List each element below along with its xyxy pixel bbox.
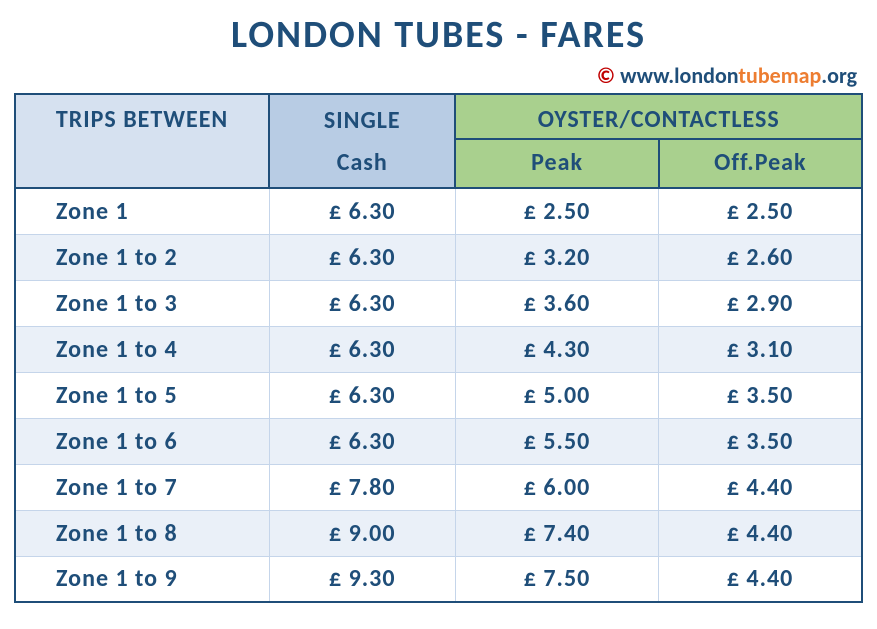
cell-cash: £ 9.30 xyxy=(269,556,455,602)
th-trips-spacer xyxy=(15,139,269,188)
cell-offpeak: £ 2.50 xyxy=(659,188,862,234)
table-row: Zone 1 to 9£ 9.30£ 7.50£ 4.40 xyxy=(15,556,862,602)
cell-offpeak: £ 3.10 xyxy=(659,326,862,372)
th-offpeak: Off.Peak xyxy=(659,139,862,188)
cell-cash: £ 9.00 xyxy=(269,510,455,556)
cell-offpeak: £ 4.40 xyxy=(659,556,862,602)
copyright-domain-2: tubemap xyxy=(738,62,821,89)
copyright-domain-1: www.london xyxy=(620,62,738,89)
copyright-line: © www.londontubemap.org xyxy=(14,62,863,89)
table-row: Zone 1 to 6£ 6.30£ 5.50£ 3.50 xyxy=(15,418,862,464)
th-cash: Cash xyxy=(269,139,455,188)
table-row: Zone 1 to 8£ 9.00£ 7.40£ 4.40 xyxy=(15,510,862,556)
cell-zone: Zone 1 to 3 xyxy=(15,280,269,326)
copyright-symbol: © xyxy=(597,62,620,89)
fares-table: TRIPS BETWEEN SINGLE OYSTER/CONTACTLESS … xyxy=(14,93,863,603)
th-oyster-contactless: OYSTER/CONTACTLESS xyxy=(455,94,862,139)
cell-zone: Zone 1 to 2 xyxy=(15,234,269,280)
cell-peak: £ 3.20 xyxy=(455,234,658,280)
table-row: Zone 1 to 5£ 6.30£ 5.00£ 3.50 xyxy=(15,372,862,418)
table-row: Zone 1£ 6.30£ 2.50£ 2.50 xyxy=(15,188,862,234)
cell-zone: Zone 1 to 9 xyxy=(15,556,269,602)
cell-cash: £ 6.30 xyxy=(269,280,455,326)
table-row: Zone 1 to 3£ 6.30£ 3.60£ 2.90 xyxy=(15,280,862,326)
cell-peak: £ 7.50 xyxy=(455,556,658,602)
copyright-domain-3: .org xyxy=(821,62,857,89)
cell-offpeak: £ 4.40 xyxy=(659,510,862,556)
cell-cash: £ 7.80 xyxy=(269,464,455,510)
th-trips-between: TRIPS BETWEEN xyxy=(15,94,269,139)
cell-cash: £ 6.30 xyxy=(269,326,455,372)
table-row: Zone 1 to 7£ 7.80£ 6.00£ 4.40 xyxy=(15,464,862,510)
cell-peak: £ 6.00 xyxy=(455,464,658,510)
table-row: Zone 1 to 2£ 6.30£ 3.20£ 2.60 xyxy=(15,234,862,280)
cell-zone: Zone 1 to 8 xyxy=(15,510,269,556)
cell-peak: £ 7.40 xyxy=(455,510,658,556)
cell-offpeak: £ 2.60 xyxy=(659,234,862,280)
cell-zone: Zone 1 to 5 xyxy=(15,372,269,418)
cell-peak: £ 5.50 xyxy=(455,418,658,464)
cell-cash: £ 6.30 xyxy=(269,234,455,280)
page-title: LONDON TUBES - FARES xyxy=(14,12,863,58)
th-peak: Peak xyxy=(455,139,658,188)
cell-cash: £ 6.30 xyxy=(269,418,455,464)
cell-peak: £ 3.60 xyxy=(455,280,658,326)
table-row: Zone 1 to 4£ 6.30£ 4.30£ 3.10 xyxy=(15,326,862,372)
cell-peak: £ 5.00 xyxy=(455,372,658,418)
cell-offpeak: £ 3.50 xyxy=(659,372,862,418)
cell-zone: Zone 1 to 7 xyxy=(15,464,269,510)
cell-offpeak: £ 2.90 xyxy=(659,280,862,326)
th-single: SINGLE xyxy=(269,94,455,139)
cell-zone: Zone 1 xyxy=(15,188,269,234)
cell-zone: Zone 1 to 6 xyxy=(15,418,269,464)
cell-zone: Zone 1 to 4 xyxy=(15,326,269,372)
cell-offpeak: £ 3.50 xyxy=(659,418,862,464)
cell-peak: £ 2.50 xyxy=(455,188,658,234)
cell-peak: £ 4.30 xyxy=(455,326,658,372)
fares-tbody: Zone 1£ 6.30£ 2.50£ 2.50Zone 1 to 2£ 6.3… xyxy=(15,188,862,602)
cell-cash: £ 6.30 xyxy=(269,188,455,234)
cell-cash: £ 6.30 xyxy=(269,372,455,418)
cell-offpeak: £ 4.40 xyxy=(659,464,862,510)
